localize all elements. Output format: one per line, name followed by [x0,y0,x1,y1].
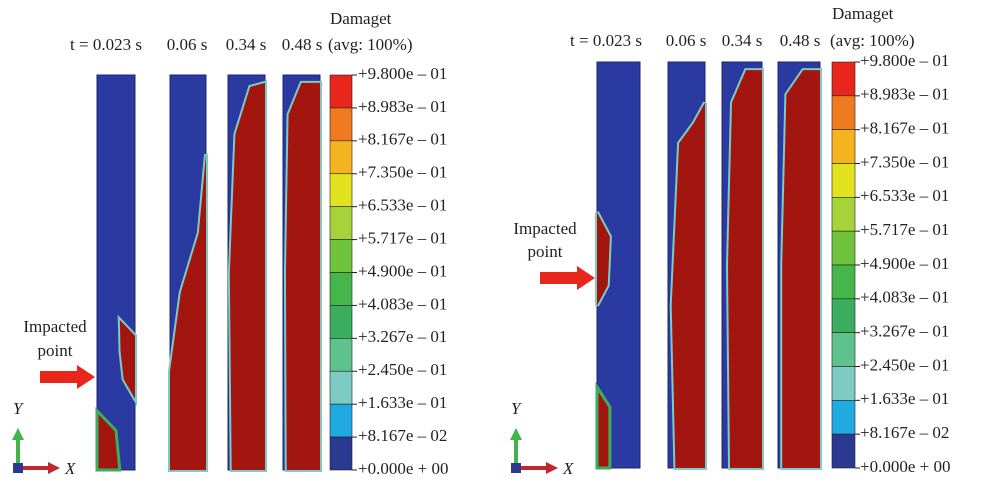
colorbar-label: +4.900e – 01 [358,261,447,280]
axis-x-label: X [64,459,76,478]
colorbar-label: +6.533e – 01 [860,186,949,205]
colorbar-segment [831,433,856,469]
colorbar-segment [831,400,856,435]
colorbar-segment [831,197,856,232]
annotation: point [38,341,73,360]
axis-x-head [546,462,558,474]
colorbar-label: +8.983e – 01 [358,97,447,116]
damage-zone [782,70,820,469]
colorbar-segment [831,129,856,164]
colorbar-segment [329,272,353,306]
damage-zone [595,381,612,470]
annotation: Impacted [23,317,87,336]
colorbar-segment [329,338,353,372]
time-label: 0.48 s [780,31,821,50]
colorbar-segment [329,173,353,207]
annotation: Impacted [513,219,577,238]
colorbar-label: +3.267e – 01 [860,322,949,341]
colorbar-segment [329,140,353,175]
colorbar-segment [329,305,353,339]
colorbar-segment [329,403,353,438]
legend-subtitle: (avg: 100%) [830,31,915,50]
colorbar-label: +9.800e – 01 [358,64,447,83]
colorbar-segment [831,95,856,130]
colorbar-segment [329,436,353,471]
legend-title: Damaget [832,4,894,23]
colorbar-segment [831,230,856,266]
colorbar-segment [329,206,353,240]
colorbar-label: +8.167e – 01 [358,130,447,149]
colorbar-segment [831,366,856,401]
time-label: t = 0.023 s [70,35,142,54]
axis-y-head [510,428,522,440]
legend-subtitle: (avg: 100%) [328,35,413,54]
damage-zone [597,212,610,306]
legend-title: Damaget [330,9,392,28]
annotation: point [528,242,563,261]
axis-x-head [48,462,60,474]
colorbar-label: +1.633e – 01 [358,393,447,412]
damage-zone [671,102,705,468]
axis-y-label: Y [13,399,24,418]
time-label: 0.48 s [282,35,323,54]
damage-zone [728,70,762,469]
colorbar-label: +8.983e – 01 [860,85,949,104]
colorbar-label: +1.633e – 01 [860,389,949,408]
colorbar-segment [831,163,856,198]
damage-zone [229,82,265,471]
colorbar-label: +4.083e – 01 [860,288,949,307]
time-label: t = 0.023 s [570,31,642,50]
colorbar-label: +8.167e – 01 [860,119,949,138]
colorbar-segment [329,107,353,142]
colorbar-segment [329,370,353,405]
colorbar-label: +8.167e – 02 [358,426,447,445]
time-label: 0.06 s [167,35,208,54]
colorbar-label: +5.717e – 01 [860,220,949,239]
axis-x-label: X [562,459,574,478]
time-label: 0.34 s [722,31,763,50]
arrow [40,365,95,389]
colorbar-segment [329,239,353,273]
axis-y-label: Y [511,399,522,418]
colorbar-label: +7.350e – 01 [860,152,949,171]
colorbar-segment [831,332,856,367]
colorbar-segment [831,61,856,97]
damage-zone [119,319,135,399]
colorbar-label: +0.000e + 00 [860,457,950,476]
colorbar-label: +7.350e – 01 [358,163,447,182]
time-label: 0.06 s [666,31,707,50]
colorbar-label: +2.450e – 01 [358,360,447,379]
axis-y-head [12,428,24,440]
colorbar-label: +8.167e – 02 [860,423,949,442]
colorbar-segment [831,264,856,300]
colorbar-segment [329,74,353,109]
colorbar-segment [831,298,856,333]
colorbar-label: +9.800e – 01 [860,51,949,70]
colorbar-label: +0.000e + 00 [358,459,448,478]
colorbar-label: +4.900e – 01 [860,254,949,273]
contour-strip [96,74,136,471]
colorbar-label: +5.717e – 01 [358,228,447,247]
time-label: 0.34 s [226,35,267,54]
colorbar-label: +6.533e – 01 [358,196,447,215]
damage-zone [95,407,122,472]
axis-origin [13,463,23,473]
damage-zone [170,154,206,470]
axis-origin [511,463,521,473]
arrow [540,266,595,290]
damage-zone [285,82,320,471]
colorbar-label: +4.083e – 01 [358,294,447,313]
colorbar-label: +2.450e – 01 [860,355,949,374]
colorbar-label: +3.267e – 01 [358,327,447,346]
